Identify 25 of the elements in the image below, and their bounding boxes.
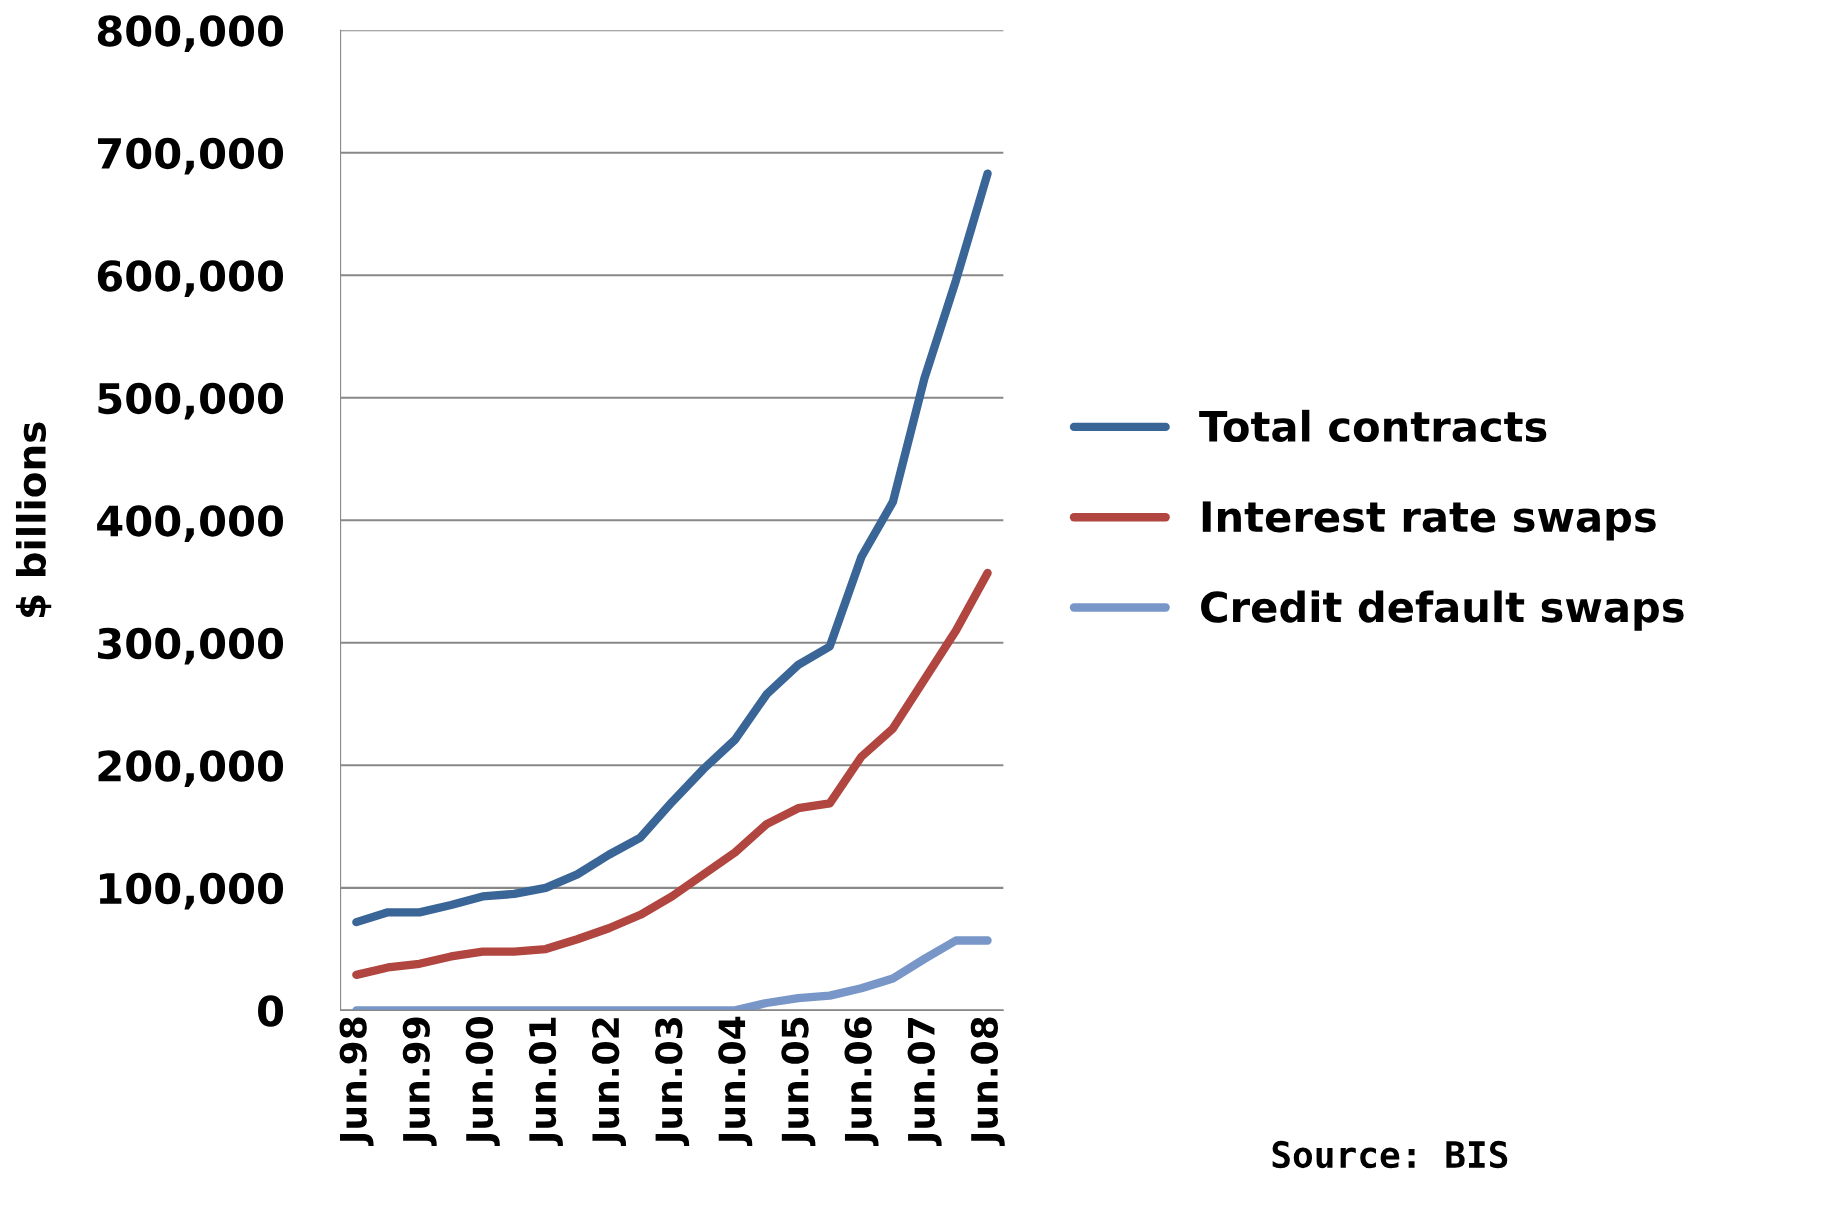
x-tick-label: Jun.99 [402, 1017, 437, 1147]
x-tick-label: Jun.05 [781, 1017, 816, 1147]
legend-label: Interest rate swaps [1202, 501, 1656, 541]
legend-label: Credit default swaps [1201, 590, 1684, 631]
y-axis-title: $ billions [15, 422, 52, 617]
x-tick-label: Jun.07 [907, 1018, 942, 1147]
y-tick-label: 800,000 [97, 15, 284, 52]
y-tick-label: 100,000 [99, 872, 284, 910]
x-tick-label: Jun.08 [970, 1017, 1005, 1147]
x-tick-label: Jun.06 [844, 1017, 879, 1147]
y-tick-label: 200,000 [98, 750, 284, 788]
legend-label: Total contracts [1199, 409, 1547, 443]
source-note: Source: BIS [1272, 1140, 1508, 1169]
y-tick-label: 300,000 [98, 627, 284, 665]
y-tick-label: 400,000 [97, 505, 284, 543]
x-tick-label: Jun.03 [655, 1018, 690, 1147]
x-tick-label: Jun.00 [465, 1016, 500, 1147]
y-tick-label: 600,000 [97, 260, 284, 298]
x-tick-label: Jun.04 [718, 1016, 753, 1147]
x-tick-label: Jun.01 [528, 1017, 563, 1147]
y-tick-label: 500,000 [98, 382, 284, 420]
y-tick-label: 0 [258, 995, 284, 1027]
x-tick-label: Jun.02 [592, 1018, 627, 1147]
y-tick-label: 700,000 [98, 137, 284, 175]
x-tick-label: Jun.98 [339, 1017, 374, 1147]
